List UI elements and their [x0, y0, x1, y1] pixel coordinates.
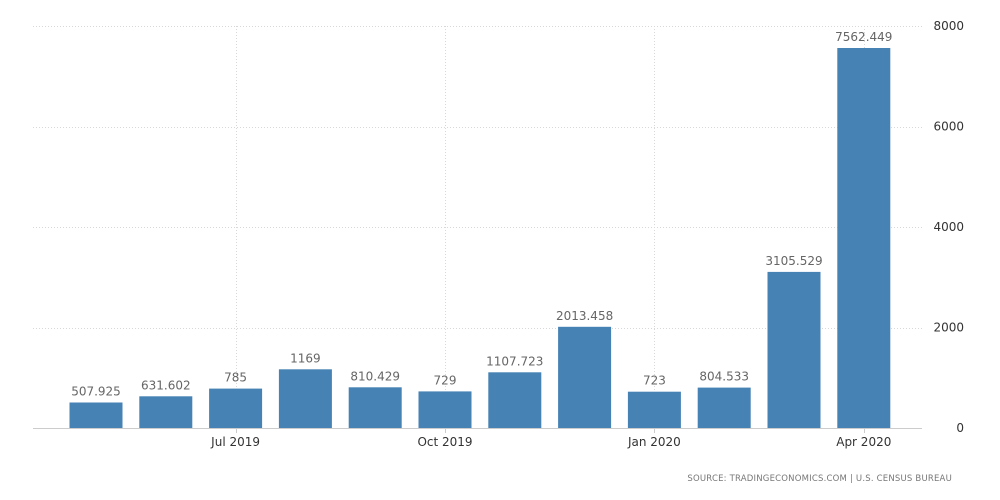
bar-value-label: 1169: [290, 351, 321, 365]
bar-value-label: 631.602: [141, 378, 191, 392]
bar-value-label: 810.429: [350, 369, 400, 383]
bar: [139, 396, 193, 428]
bar: [209, 388, 263, 428]
x-tick-label: Jul 2019: [210, 435, 260, 449]
bar-value-label: 1107.723: [486, 354, 543, 368]
y-tick-label: 4000: [933, 220, 964, 234]
x-tick-label: Jan 2020: [627, 435, 681, 449]
y-tick-label: 2000: [933, 321, 964, 335]
bar: [418, 391, 472, 428]
y-tick-label: 0: [956, 421, 964, 435]
x-axis: Jul 2019 Oct 2019 Jan 2020 Apr 2020: [33, 428, 922, 449]
bar: [558, 326, 612, 428]
bar: [69, 402, 123, 428]
bar: [488, 372, 542, 428]
bar-value-label: 3105.529: [765, 254, 822, 268]
source-credit: SOURCE: TRADINGECONOMICS.COM | U.S. CENS…: [687, 474, 952, 484]
bar: [278, 369, 332, 428]
bar: [837, 48, 891, 428]
bar-value-label: 804.533: [699, 370, 749, 384]
y-axis: 0 2000 4000 6000 8000: [933, 19, 964, 435]
bar-value-label: 7562.449: [835, 30, 892, 44]
bar-value-label: 507.925: [71, 385, 121, 399]
data-labels: 507.925 631.602 785 1169 810.429 729 1107.723 2…: [71, 30, 892, 399]
x-tick-label: Oct 2019: [417, 435, 472, 449]
bar-value-label: 723: [643, 374, 666, 388]
bar: [627, 391, 681, 428]
bar-value-label: 729: [434, 373, 457, 387]
x-tick-label: Apr 2020: [836, 435, 891, 449]
bars: [69, 48, 891, 428]
bar: [348, 387, 402, 428]
bar-value-label: 785: [224, 371, 247, 385]
bar: [767, 271, 821, 428]
y-tick-label: 6000: [933, 120, 964, 134]
bar-value-label: 2013.458: [556, 309, 613, 323]
bar: [697, 387, 751, 428]
y-tick-label: 8000: [933, 19, 964, 33]
